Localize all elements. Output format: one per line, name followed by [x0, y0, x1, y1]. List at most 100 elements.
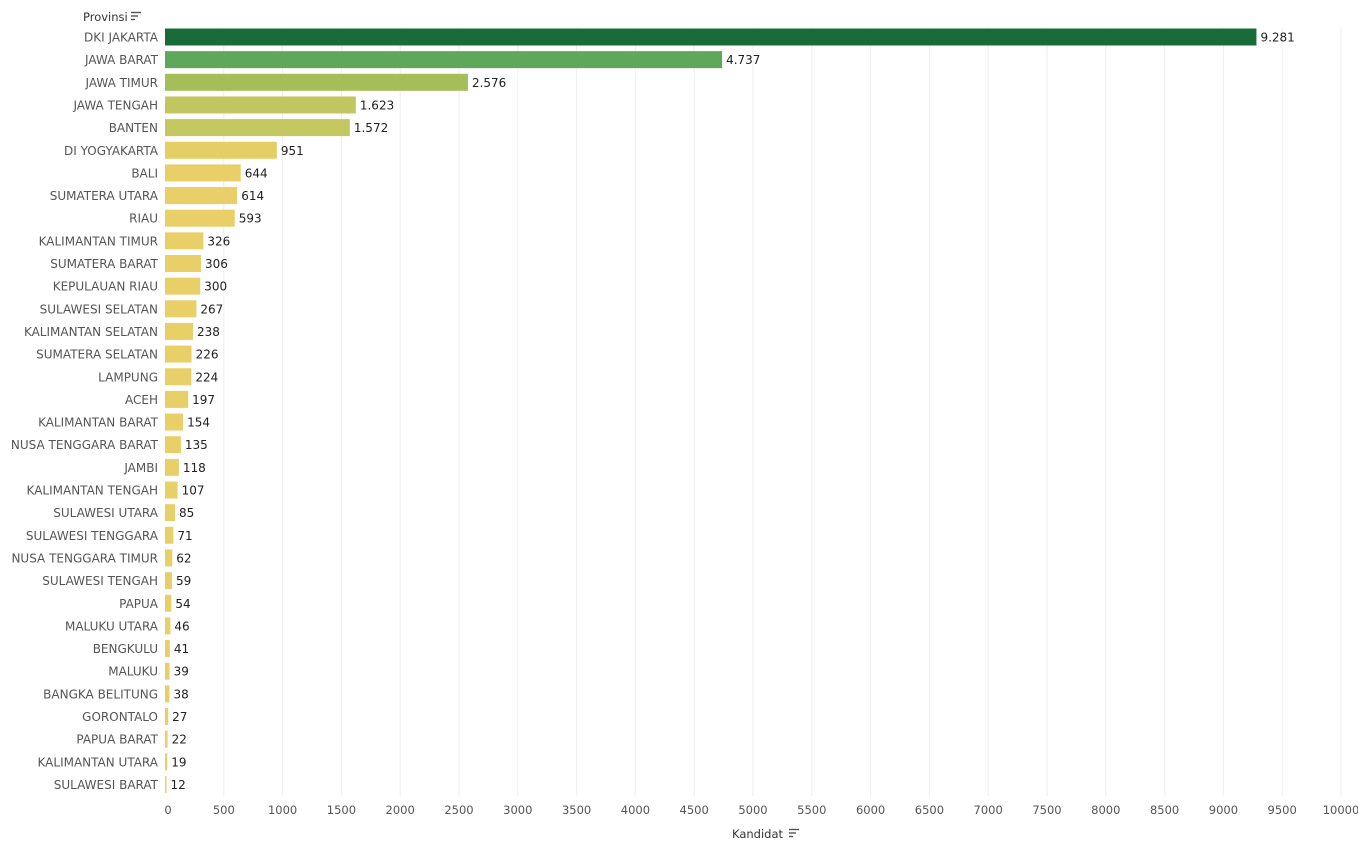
category-label: BALI	[131, 166, 158, 180]
category-label: KALIMANTAN SELATAN	[24, 325, 158, 339]
value-label: 85	[179, 506, 194, 520]
category-label: KEPULAUAN RIAU	[53, 280, 158, 294]
bar[interactable]	[165, 255, 201, 272]
category-label: BENGKULU	[93, 642, 158, 656]
x-tick-label: 4500	[680, 803, 709, 817]
value-label: 306	[205, 257, 228, 271]
bar[interactable]	[165, 322, 193, 340]
x-tick-label: 2000	[386, 803, 415, 817]
category-labels: DKI JAKARTA JAWA BARAT JAWA TIMUR JAWA TENG…	[11, 31, 159, 792]
bar[interactable]	[165, 685, 170, 703]
x-tick-label: 3500	[562, 803, 591, 817]
value-label: 154	[187, 416, 210, 430]
category-label: JAWA TENGAH	[72, 98, 158, 112]
category-label: BANGKA BELITUNG	[43, 687, 158, 701]
value-label: 22	[172, 733, 187, 747]
value-label: 2.576	[472, 76, 506, 90]
category-label: NUSA TENGGARA BARAT	[11, 438, 159, 452]
value-label: 59	[176, 574, 191, 588]
bar[interactable]	[165, 594, 172, 612]
bar[interactable]	[165, 141, 277, 159]
value-label: 107	[182, 484, 205, 498]
bar[interactable]	[165, 164, 241, 182]
x-axis-ticks: 0 500 1000 1500 2000 2500 3000 3500 4000 4500 5000…	[164, 803, 1358, 817]
category-label: SUMATERA BARAT	[50, 257, 158, 271]
category-label: PAPUA BARAT	[76, 733, 158, 747]
bar[interactable]	[165, 300, 197, 318]
category-label: MALUKU	[108, 665, 158, 679]
bar[interactable]	[165, 640, 170, 658]
value-label: 238	[197, 325, 220, 339]
x-tick-label: 7000	[974, 803, 1003, 817]
x-tick-label: 9000	[1209, 803, 1238, 817]
sort-icon-provinsi[interactable]	[131, 11, 141, 21]
value-label: 12	[171, 778, 186, 792]
category-label: JAWA TIMUR	[85, 76, 158, 90]
category-label: JAMBI	[123, 461, 158, 475]
bar[interactable]	[165, 51, 723, 69]
x-tick-label: 8500	[1150, 803, 1179, 817]
gridlines	[223, 28, 1342, 796]
bar[interactable]	[165, 617, 171, 635]
x-tick-label: 3000	[503, 803, 532, 817]
value-label: 226	[196, 348, 219, 362]
value-label: 1.623	[360, 98, 394, 112]
value-labels: 9.281 4.737 2.576 1.623 1.572 951 644 614 593 326…	[171, 31, 1295, 792]
category-label: ACEH	[125, 393, 158, 407]
bar[interactable]	[165, 730, 168, 748]
value-label: 9.281	[1260, 31, 1294, 45]
value-label: 39	[174, 665, 189, 679]
bar[interactable]	[165, 549, 173, 567]
bar[interactable]	[165, 390, 189, 408]
value-label: 135	[185, 438, 208, 452]
x-tick-label: 4000	[621, 803, 650, 817]
x-tick-label: 7500	[1032, 803, 1061, 817]
bar[interactable]	[165, 277, 201, 295]
bar[interactable]	[165, 662, 170, 680]
sort-icon-kandidat[interactable]	[789, 828, 799, 838]
category-label: KALIMANTAN TENGAH	[27, 484, 158, 498]
x-tick-label: 6000	[856, 803, 885, 817]
value-label: 4.737	[726, 53, 760, 67]
bar[interactable]	[165, 753, 168, 771]
category-label: DKI JAKARTA	[84, 31, 159, 45]
bar[interactable]	[165, 368, 192, 386]
bar[interactable]	[165, 187, 238, 205]
bar[interactable]	[165, 232, 204, 250]
x-tick-label: 500	[213, 803, 235, 817]
category-label: GORONTALO	[82, 710, 158, 724]
bar[interactable]	[165, 119, 350, 137]
bar[interactable]	[165, 504, 175, 522]
bar[interactable]	[165, 458, 179, 476]
bar[interactable]	[165, 96, 356, 114]
x-tick-label: 10000	[1323, 803, 1358, 817]
bar[interactable]	[165, 572, 172, 590]
bar[interactable]	[165, 526, 174, 544]
category-label: SULAWESI BARAT	[54, 778, 159, 792]
bar[interactable]	[165, 775, 167, 793]
bar[interactable]	[165, 345, 192, 363]
x-tick-label: 0	[164, 803, 171, 817]
value-label: 41	[174, 642, 189, 656]
bar[interactable]	[165, 413, 184, 431]
value-label: 197	[192, 393, 215, 407]
x-tick-label: 5000	[738, 803, 767, 817]
value-label: 38	[173, 687, 188, 701]
category-label: JAWA BARAT	[84, 53, 159, 67]
value-label: 62	[176, 551, 191, 565]
value-label: 54	[175, 597, 190, 611]
category-label: BANTEN	[109, 121, 158, 135]
value-label: 644	[245, 166, 268, 180]
bar[interactable]	[165, 708, 169, 725]
bar[interactable]	[165, 481, 178, 499]
bar[interactable]	[165, 73, 468, 91]
bar[interactable]	[165, 209, 235, 227]
bar[interactable]	[165, 28, 1257, 46]
x-axis-title: Kandidat	[732, 827, 784, 841]
value-label: 267	[200, 302, 223, 316]
value-label: 46	[174, 619, 189, 633]
bars	[165, 28, 1257, 793]
category-label: KALIMANTAN UTARA	[38, 755, 159, 769]
bar[interactable]	[165, 436, 181, 454]
